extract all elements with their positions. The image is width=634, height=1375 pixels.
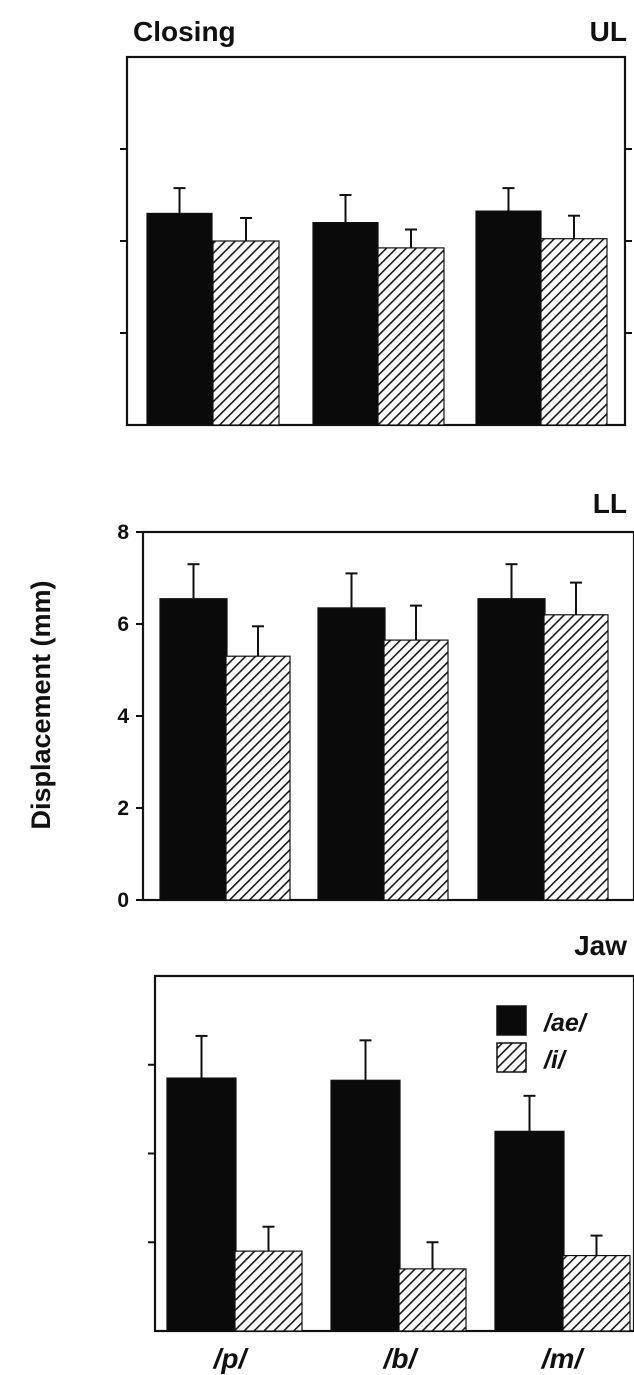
chart-panel-ul: UL: [120, 16, 632, 427]
bar-i-b: [383, 639, 449, 901]
legend-swatch-i: [496, 1042, 527, 1073]
panel-title: Jaw: [574, 930, 627, 961]
y-tick-label: 2: [117, 797, 129, 820]
chart-panels: UL LL 0 2 4 6 8 Jaw/p/ /b/ /m/ /ae/ /i/: [117, 16, 634, 1374]
x-category-label: /m/: [540, 1343, 586, 1374]
bar-ae-p: [146, 212, 213, 426]
bar-ae-m: [477, 598, 546, 901]
bar-i-m: [562, 1254, 631, 1332]
bar-ae-m: [475, 210, 542, 426]
y-tick-label: 8: [117, 521, 129, 544]
panel-title: LL: [593, 488, 627, 519]
legend-label: /ae/: [543, 1009, 589, 1037]
chart-panel-ll: LL 0 2 4 6 8: [117, 488, 634, 912]
legend-swatch-ae: [496, 1005, 527, 1036]
legend-label: /i/: [543, 1046, 568, 1074]
bar-ae-p: [166, 1077, 237, 1332]
bar-i-b: [377, 247, 445, 426]
chart-panel-jaw: Jaw: [148, 930, 634, 1333]
bar-i-b: [398, 1268, 467, 1332]
x-category-label: /b/: [382, 1343, 420, 1374]
bar-i-p: [212, 240, 280, 426]
bar-ae-m: [494, 1130, 565, 1332]
bar-ae-p: [159, 598, 228, 901]
bar-ae-b: [317, 607, 386, 901]
bar-i-m: [543, 614, 609, 901]
x-category-label: /p/: [212, 1343, 250, 1374]
y-tick-label: 4: [117, 705, 129, 728]
bar-i-p: [234, 1250, 303, 1332]
bar-ae-b: [312, 222, 379, 426]
bar-i-m: [540, 238, 608, 426]
panel-title: UL: [590, 16, 627, 47]
closing-header: Closing: [133, 16, 236, 47]
y-axis-label: Displacement (mm): [26, 580, 56, 829]
y-tick-label: 0: [117, 889, 129, 912]
bar-i-p: [225, 655, 291, 901]
y-tick-label: 6: [117, 613, 129, 636]
bar-ae-b: [330, 1079, 401, 1332]
